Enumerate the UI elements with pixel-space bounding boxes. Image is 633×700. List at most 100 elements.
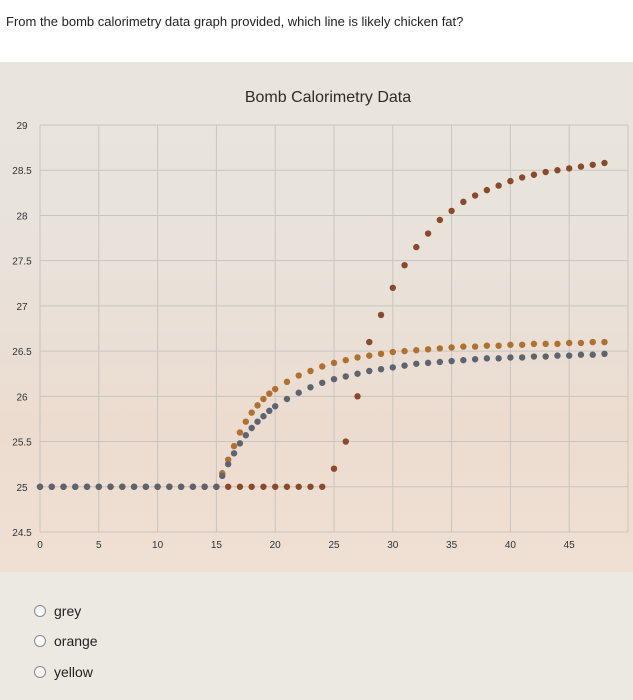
data-point	[295, 389, 302, 396]
data-point	[389, 364, 396, 371]
y-tick-label: 28.5	[12, 166, 32, 177]
data-point	[495, 342, 502, 349]
data-point	[272, 403, 279, 410]
y-tick-label: 28	[16, 211, 28, 222]
radio-button[interactable]	[34, 666, 46, 678]
x-tick-label: 20	[270, 540, 282, 551]
data-point	[342, 356, 349, 364]
data-point	[242, 432, 249, 439]
data-point	[236, 440, 244, 447]
data-point	[554, 167, 561, 174]
data-point	[230, 450, 238, 457]
data-point	[260, 483, 267, 490]
data-point	[330, 465, 338, 472]
data-point	[83, 483, 91, 490]
data-point	[283, 483, 291, 490]
data-point	[518, 354, 526, 361]
data-point	[36, 483, 44, 490]
bomb-calorimetry-chart: 24.5 25 25.5 26 26.5 27 27.5 28 28.5 29 0 5 10 15 20 25…	[12, 89, 629, 551]
data-point	[530, 353, 538, 360]
data-point	[319, 379, 326, 386]
data-point	[401, 261, 408, 269]
data-point	[354, 370, 361, 377]
data-point	[413, 243, 420, 251]
chart-tick-labels: 24.5 25 25.5 26 26.5 27 27.5 28 28.5 29 0 5 10 15 20 25…	[12, 121, 575, 551]
data-point	[330, 359, 338, 367]
data-point	[471, 192, 479, 199]
data-point	[401, 347, 408, 355]
data-point	[601, 159, 608, 167]
data-point	[307, 384, 314, 391]
data-point	[483, 355, 491, 362]
data-point	[413, 360, 420, 367]
data-point	[554, 340, 561, 348]
data-point	[436, 358, 444, 366]
data-point	[330, 375, 338, 383]
data-point	[377, 350, 385, 358]
data-point	[95, 483, 103, 490]
data-point	[577, 163, 585, 170]
data-point	[518, 174, 526, 181]
data-point	[213, 483, 220, 490]
data-point	[307, 367, 314, 375]
x-tick-label: 0	[37, 540, 43, 551]
y-tick-label: 27.5	[12, 257, 32, 268]
data-point	[307, 483, 314, 490]
data-point	[377, 366, 385, 373]
data-point	[542, 168, 549, 176]
data-point	[130, 483, 138, 490]
data-point	[530, 340, 538, 348]
data-point	[60, 483, 67, 490]
data-point	[471, 343, 479, 350]
question-header: From the bomb calorimetry data graph pro…	[0, 0, 633, 62]
data-point	[295, 372, 302, 379]
question-text: From the bomb calorimetry data graph pro…	[6, 14, 464, 29]
data-point	[254, 418, 261, 425]
y-tick-label: 26	[16, 392, 28, 403]
x-tick-label: 5	[96, 540, 102, 551]
data-point	[230, 442, 238, 450]
data-point	[260, 413, 267, 420]
data-point	[448, 344, 455, 351]
option-orange[interactable]: orange	[34, 630, 98, 652]
data-point	[507, 354, 514, 361]
chart-grid	[39, 124, 629, 533]
radio-button[interactable]	[34, 635, 46, 647]
data-point	[166, 483, 173, 490]
option-grey[interactable]: grey	[34, 600, 81, 622]
option-yellow[interactable]: yellow	[34, 661, 93, 683]
data-point	[366, 338, 373, 346]
y-tick-label: 24.5	[12, 528, 32, 539]
data-point	[589, 338, 596, 346]
data-point	[266, 390, 273, 397]
data-point	[283, 395, 291, 403]
data-point	[254, 402, 261, 409]
x-tick-label: 25	[328, 540, 340, 551]
data-point	[530, 171, 538, 178]
data-point	[272, 483, 279, 490]
data-point	[366, 367, 373, 375]
data-point	[201, 483, 208, 490]
data-point	[342, 373, 349, 380]
data-point	[424, 359, 432, 367]
series-1	[36, 338, 608, 490]
data-point	[436, 345, 444, 352]
data-point	[424, 230, 432, 237]
data-point	[601, 350, 608, 358]
data-point	[248, 424, 255, 432]
data-point	[483, 186, 491, 194]
data-point	[460, 198, 467, 206]
data-point	[236, 429, 244, 436]
x-tick-label: 15	[211, 540, 223, 551]
radio-button[interactable]	[34, 605, 46, 617]
answer-options: grey orange yellow	[0, 572, 633, 700]
data-point	[266, 407, 273, 415]
data-point	[495, 182, 502, 189]
data-point	[342, 438, 349, 445]
option-label: orange	[54, 633, 98, 649]
data-point	[401, 362, 408, 369]
y-tick-label: 25.5	[12, 438, 32, 449]
data-point	[142, 483, 150, 490]
data-point	[107, 483, 114, 490]
option-label: yellow	[54, 664, 93, 680]
